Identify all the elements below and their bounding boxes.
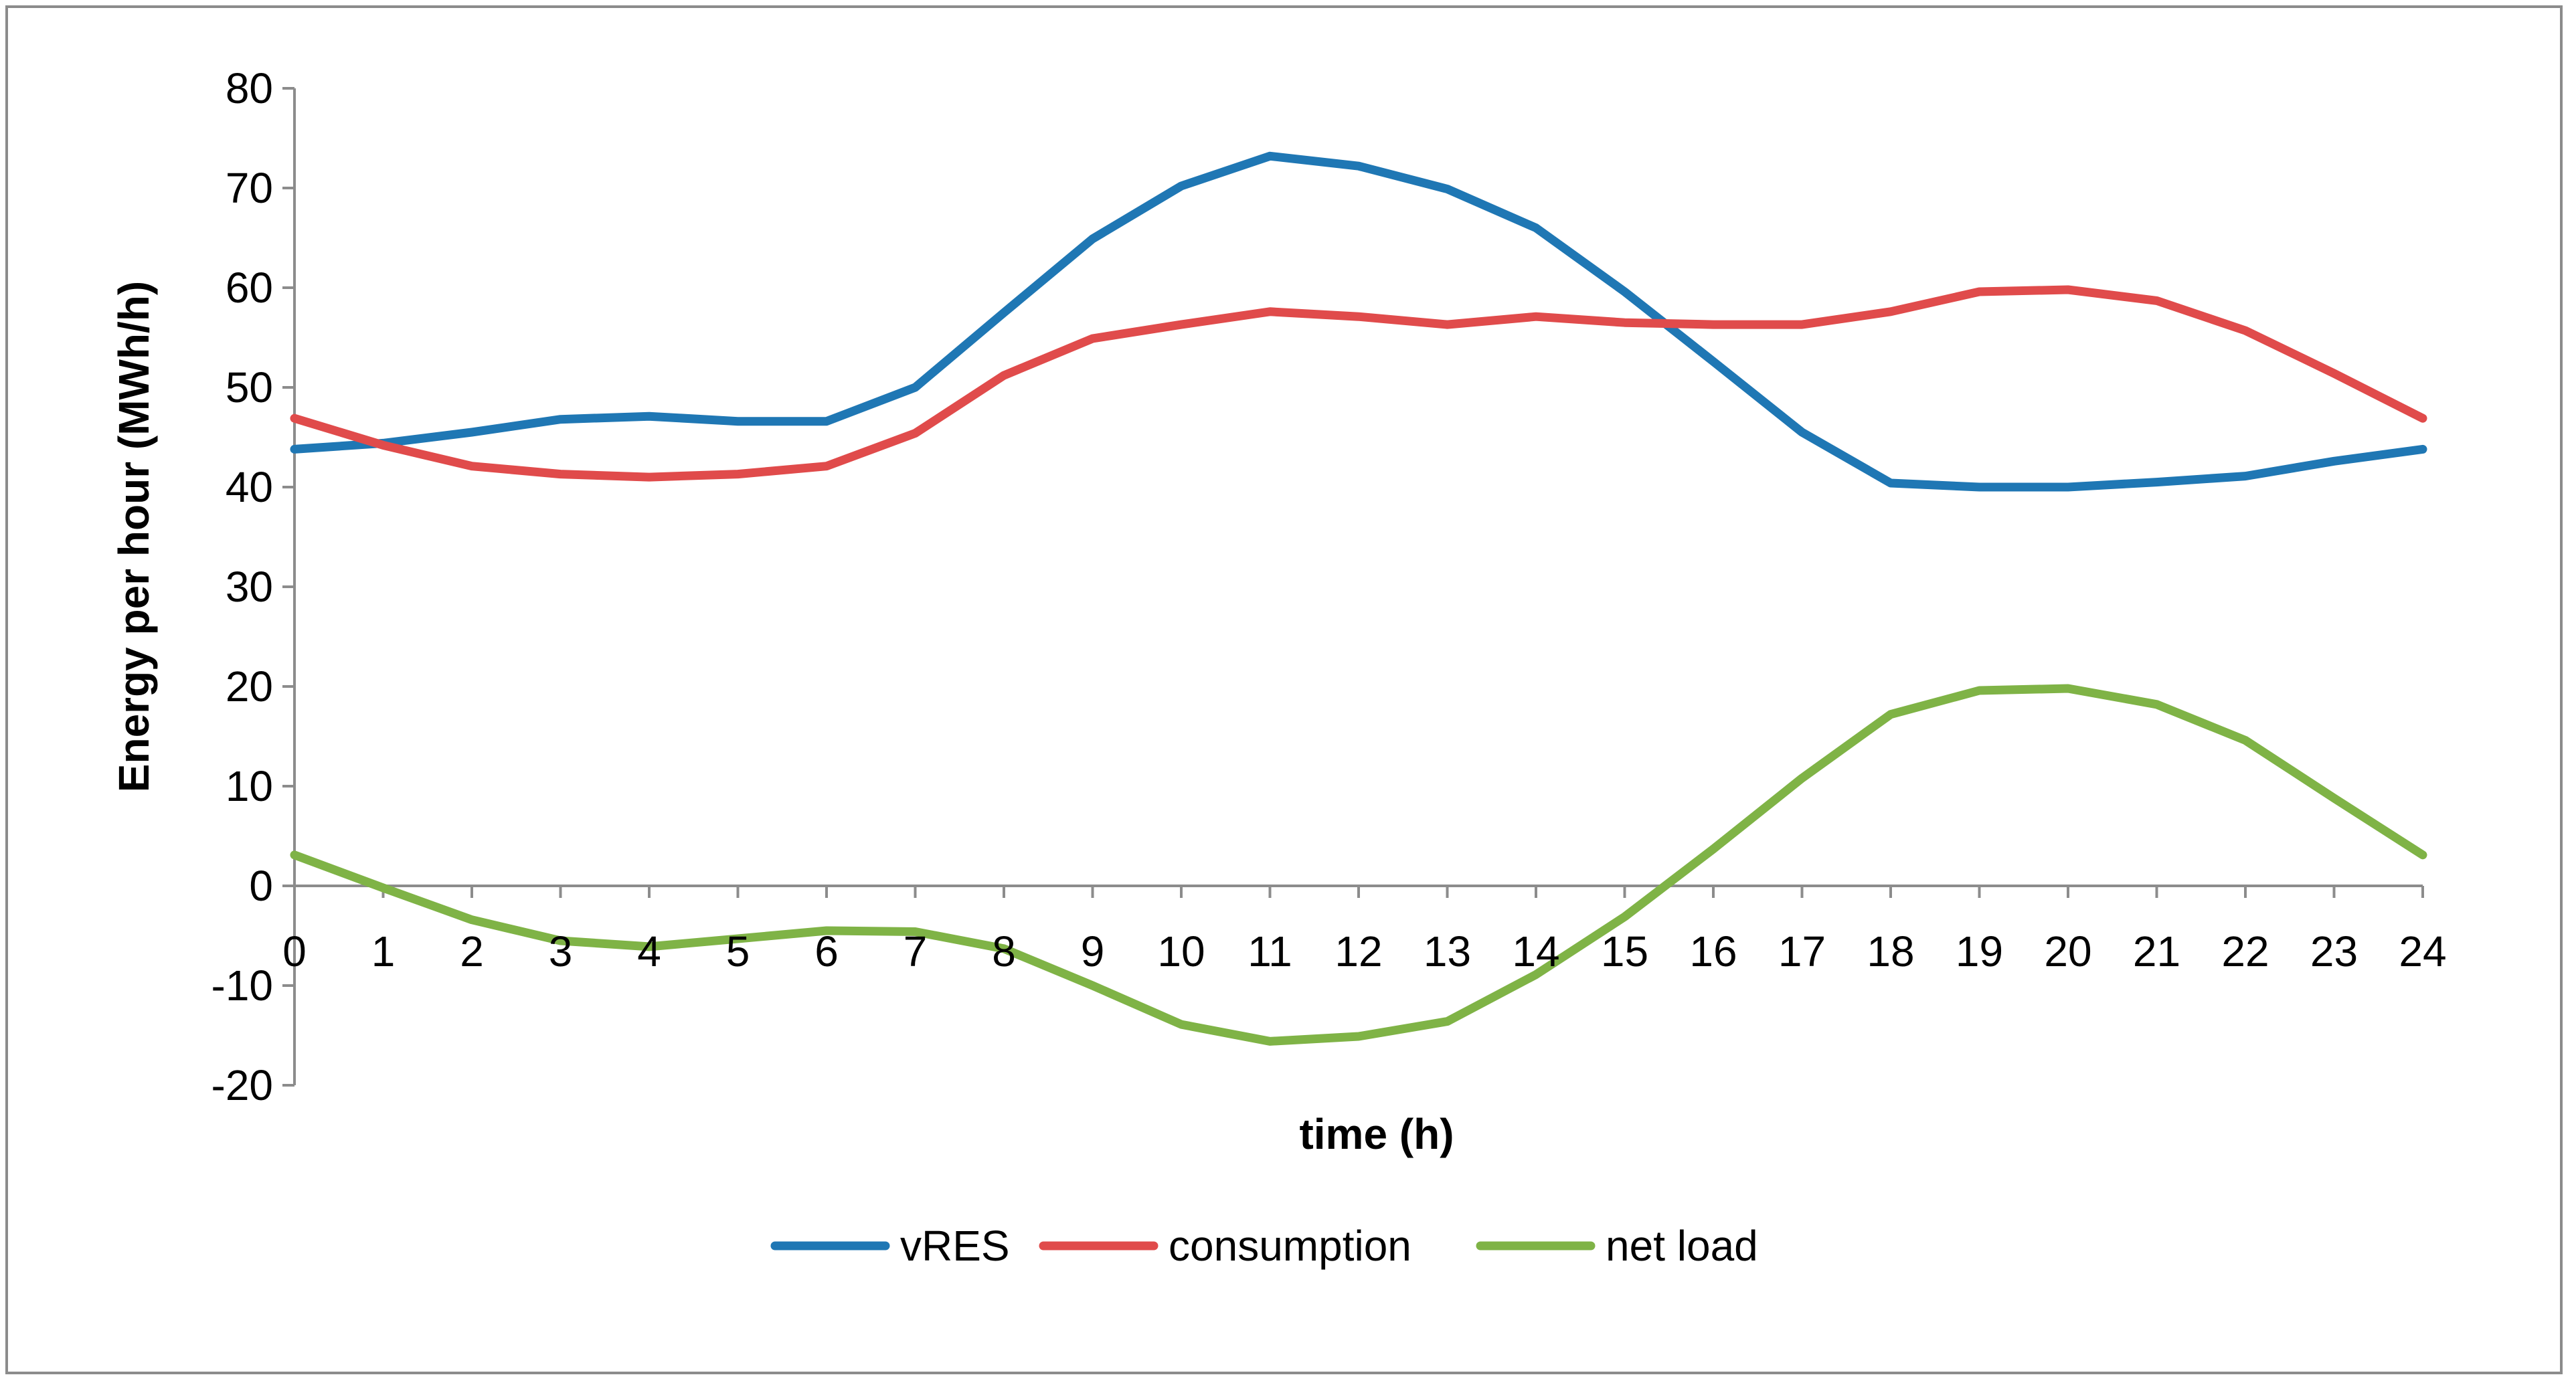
y-tick-label: 50 [226,363,273,411]
x-tick-label: 21 [2133,927,2180,976]
x-axis-title: time (h) [1299,1110,1454,1158]
series-line-net-load [290,684,2427,1046]
y-tick-label: 40 [226,463,273,511]
legend-label-consumption: consumption [1169,1222,1411,1270]
x-tick-label: 8 [992,927,1016,976]
y-tick-label: 60 [226,264,273,312]
x-tick-label: 9 [1081,927,1105,976]
chart-frame: -20 -10 0 10 20 30 40 50 60 70 80 0 1 2 3 4 5 6 7 8 9 10 11 12 1… [5,5,2563,1374]
x-tick-label: 6 [814,927,839,976]
axes [282,87,2424,1087]
x-tick-label: 0 [282,927,307,976]
x-tick-label: 3 [549,927,573,976]
y-tick-label: 0 [249,862,273,910]
series-layer [290,151,2427,1046]
y-tick-label: -10 [211,961,274,1010]
y-tick-label: -20 [211,1061,274,1109]
series-line-vres [290,151,2427,492]
x-tick-label: 14 [1512,927,1559,976]
x-tick-label: 23 [2310,927,2358,976]
legend: vRES consumption net load [770,1222,1758,1270]
x-tick-label: 22 [2221,927,2269,976]
x-tick-label: 18 [1867,927,1914,976]
series-line-consumption [290,285,2427,482]
x-tick-label: 19 [1956,927,2003,976]
y-tick-label: 30 [226,563,273,611]
x-tick-label: 2 [460,927,484,976]
y-axis-title: Energy per hour (MWh/h) [110,281,158,792]
legend-label-vres: vRES [900,1222,1010,1270]
x-tick-label: 11 [1248,927,1292,976]
x-tick-label: 13 [1424,927,1471,976]
x-tick-label: 17 [1778,927,1826,976]
x-tick-label: 1 [371,927,396,976]
x-tick-label: 10 [1157,927,1205,976]
y-tick-label: 10 [226,762,273,810]
y-tick-label: 80 [226,64,273,112]
x-tick-label: 4 [637,927,661,976]
x-tick-label: 20 [2044,927,2091,976]
y-tick-label: 20 [226,662,273,711]
legend-label-net-load: net load [1606,1222,1758,1270]
x-tick-label: 7 [904,927,928,976]
x-tick-label: 5 [726,927,750,976]
x-tick-label: 16 [1689,927,1737,976]
x-tick-label: 12 [1335,927,1382,976]
x-tick-label: 24 [2399,927,2446,976]
y-tick-label: 70 [226,164,273,212]
x-tick-label: 15 [1601,927,1648,976]
